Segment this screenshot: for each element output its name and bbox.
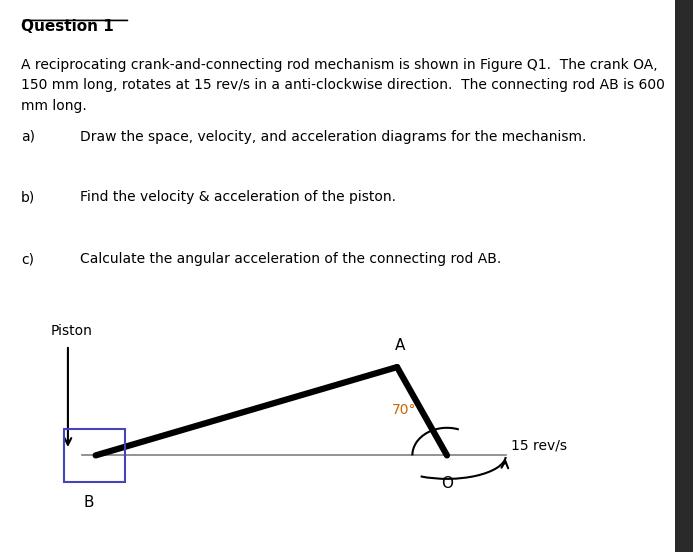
Text: Question 1: Question 1 [21,19,114,34]
Text: 70°: 70° [392,403,416,417]
Text: Piston: Piston [51,324,92,338]
Text: B: B [83,496,94,511]
Text: Draw the space, velocity, and acceleration diagrams for the mechanism.: Draw the space, velocity, and accelerati… [80,130,586,144]
Text: A: A [396,338,405,353]
Text: a): a) [21,130,35,144]
Text: c): c) [21,252,34,266]
Text: mm long.: mm long. [21,99,87,113]
Text: Find the velocity & acceleration of the piston.: Find the velocity & acceleration of the … [80,190,396,204]
Text: O: O [441,476,453,491]
Bar [675,0,693,552]
Text: b): b) [21,190,35,204]
Text: 150 mm long, rotates at 15 rev/s in a anti-clockwise direction.  The connecting : 150 mm long, rotates at 15 rev/s in a an… [21,78,665,92]
Text: 15 rev/s: 15 rev/s [511,438,568,453]
Text: Calculate the angular acceleration of the connecting rod AB.: Calculate the angular acceleration of th… [80,252,501,266]
Text: A reciprocating crank-and-connecting rod mechanism is shown in Figure Q1.  The c: A reciprocating crank-and-connecting rod… [21,58,658,72]
Bar [64,429,125,481]
